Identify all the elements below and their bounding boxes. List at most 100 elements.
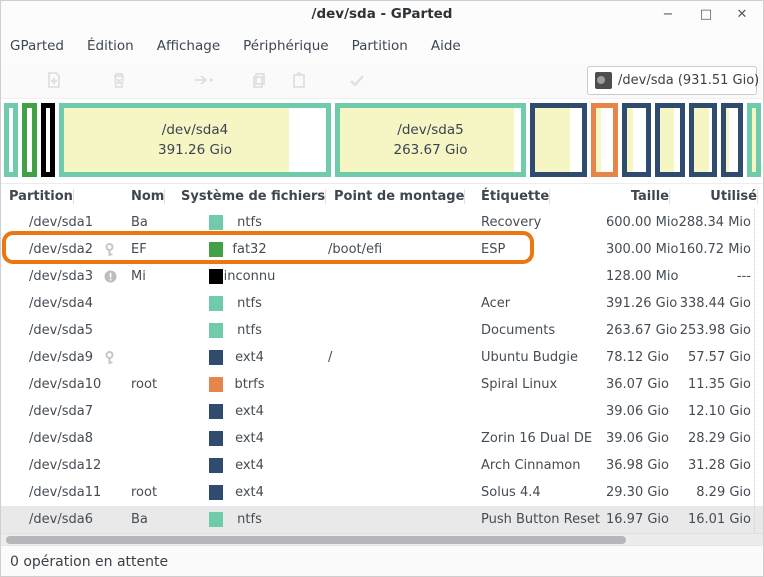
- menu-affichage[interactable]: Affichage: [156, 38, 221, 54]
- mount-point: /: [328, 350, 333, 365]
- table-row-sda10[interactable]: /dev/sda10 root btrfs Spiral Linux 36.07 Gio…: [1, 371, 763, 398]
- trash-delete-icon: [110, 71, 128, 93]
- maximize-button[interactable]: □: [699, 7, 713, 22]
- menu-partition[interactable]: Partition: [351, 38, 408, 54]
- filesystem-type: btrfs: [234, 377, 265, 392]
- partition-used: 8.29 Gio: [696, 485, 751, 500]
- diskmap-segment-sda7[interactable]: [622, 103, 651, 177]
- resize-move-button[interactable]: [191, 69, 217, 95]
- partition-path: /dev/sda8: [29, 431, 93, 446]
- horizontal-scrollbar[interactable]: [1, 533, 763, 545]
- partition-label: Recovery: [481, 215, 542, 230]
- filesystem-color-swatch: [209, 458, 223, 473]
- menu-peripherique[interactable]: Périphérique: [243, 38, 329, 54]
- disk-map: /dev/sda4 391.26 Gio/dev/sda5 263.67 Gio: [4, 103, 761, 177]
- mounted-key-icon: [104, 243, 115, 261]
- delete-partition-button[interactable]: [106, 69, 132, 95]
- document-new-icon: [45, 71, 63, 93]
- table-row-sda5[interactable]: /dev/sda5 ntfs Documents 263.67 Gio 253.98 G…: [1, 317, 763, 344]
- segment-used-fill: [340, 108, 514, 172]
- partition-size: 600.00 Mio: [606, 215, 679, 230]
- partition-size: 29.30 Gio: [606, 485, 669, 500]
- table-row-sda4[interactable]: /dev/sda4 ntfs Acer 391.26 Gio 338.44 Gio: [1, 290, 763, 317]
- diskmap-segment-sda10[interactable]: [591, 103, 618, 177]
- column-header-partition: Partition: [9, 189, 74, 204]
- menu-edition[interactable]: Édition: [87, 38, 134, 54]
- partition-size: 36.98 Gio: [606, 458, 669, 473]
- apply-operations-button[interactable]: [344, 69, 370, 95]
- table-row-sda11[interactable]: /dev/sda11 root ext4 Solus 4.4 29.30 Gio 8.29…: [1, 479, 763, 506]
- diskmap-segment-sda8[interactable]: [655, 103, 685, 177]
- disk-map-area: /dev/sda4 391.26 Gio/dev/sda5 263.67 Gio: [1, 99, 763, 183]
- partition-path: /dev/sda6: [29, 512, 93, 527]
- hard-disk-icon: [595, 72, 612, 89]
- table-row-sda8[interactable]: /dev/sda8 ext4 Zorin 16 Dual DE 39.06 Gio 28…: [1, 425, 763, 452]
- partition-size: 78.12 Gio: [606, 350, 669, 365]
- table-row-sda6[interactable]: /dev/sda6 Ba ntfs Push Button Reset 16.97 Gi…: [1, 506, 763, 533]
- table-row-sda1[interactable]: /dev/sda1 Ba ntfs Recovery 600.00 Mio 288.34 …: [1, 209, 763, 236]
- partition-label: Arch Cinnamon: [481, 458, 581, 473]
- partition-used: 160.72 Mio: [678, 242, 751, 257]
- filesystem-type: ntfs: [237, 215, 262, 230]
- new-partition-button[interactable]: [41, 69, 67, 95]
- partition-size: 39.06 Gio: [606, 431, 669, 446]
- partition-label: Spiral Linux: [481, 377, 558, 392]
- partition-size: 39.06 Gio: [606, 404, 669, 419]
- segment-used-fill: [627, 108, 633, 172]
- filesystem-color-swatch: [209, 350, 223, 365]
- segment-label: /dev/sda4 391.26 Gio: [158, 121, 232, 158]
- filesystem-type: ext4: [235, 350, 264, 365]
- partition-used: ---: [736, 269, 751, 284]
- filesystem-color-swatch: [209, 485, 223, 500]
- diskmap-segment-sda11[interactable]: [721, 103, 743, 177]
- partition-path: /dev/sda5: [29, 323, 93, 338]
- menu-aide[interactable]: Aide: [430, 38, 461, 54]
- diskmap-segment-sda3[interactable]: [41, 103, 55, 177]
- warning-icon: [104, 270, 117, 287]
- segment-used-fill: [535, 108, 570, 172]
- partition-path: /dev/sda11: [29, 485, 102, 500]
- table-row-sda3[interactable]: /dev/sda3 Mi inconnu 128.00 Mio ---: [1, 263, 763, 290]
- window-title: /dev/sda - GParted: [311, 6, 453, 22]
- partition-name: Ba: [131, 512, 148, 527]
- segment-used-fill: [694, 108, 710, 172]
- arrow-resize-icon: [193, 71, 215, 93]
- partition-path: /dev/sda2: [29, 242, 93, 257]
- paste-partition-button[interactable]: [286, 69, 312, 95]
- partition-label: Acer: [481, 296, 511, 311]
- table-row-sda12[interactable]: /dev/sda12 ext4 Arch Cinnamon 36.98 Gio 31.2…: [1, 452, 763, 479]
- partition-used: 31.28 Gio: [688, 458, 751, 473]
- device-selector[interactable]: /dev/sda (931.51 Gio) ▼: [587, 66, 760, 95]
- segment-used-fill: [596, 108, 602, 172]
- minimize-button[interactable]: −: [662, 7, 674, 22]
- partition-name: root: [131, 377, 158, 392]
- filesystem-type: ntfs: [237, 512, 262, 527]
- copy-partition-button[interactable]: [246, 69, 272, 95]
- partition-label: Zorin 16 Dual DE: [481, 431, 593, 446]
- partition-name: Mi: [131, 269, 146, 284]
- close-button[interactable]: ✕: [736, 7, 748, 22]
- partition-size: 36.07 Gio: [606, 377, 669, 392]
- statusbar: 0 opération en attente: [1, 545, 763, 576]
- partition-used: 57.57 Gio: [688, 350, 751, 365]
- table-row-sda2[interactable]: /dev/sda2 EF fat32/boot/efi ESP 300.00 Mio 16…: [1, 236, 763, 263]
- device-selector-value: /dev/sda (931.51 Gio): [618, 73, 760, 88]
- horizontal-scrollbar-thumb[interactable]: [6, 536, 626, 544]
- diskmap-segment-sda4[interactable]: /dev/sda4 391.26 Gio: [59, 103, 331, 177]
- diskmap-segment-sda2[interactable]: [22, 103, 37, 177]
- table-row-sda7[interactable]: /dev/sda7 ext4 39.06 Gio 12.10 Gio: [1, 398, 763, 425]
- diskmap-segment-sda12[interactable]: [689, 103, 717, 177]
- partition-label: Solus 4.4: [481, 485, 541, 500]
- table-row-sda9[interactable]: /dev/sda9 ext4 / Ubuntu Budgie 78.12 Gio 57.5…: [1, 344, 763, 371]
- partition-label: Documents: [481, 323, 556, 338]
- table-rows: /dev/sda1 Ba ntfs Recovery 600.00 Mio 288.34 …: [1, 209, 763, 533]
- filesystem-color-swatch: [209, 296, 223, 311]
- diskmap-segment-sda6[interactable]: [747, 103, 761, 177]
- table-header: Partition Nom Système de fichiers Point …: [1, 183, 763, 209]
- diskmap-segment-sda9[interactable]: [530, 103, 587, 177]
- diskmap-segment-sda5[interactable]: /dev/sda5 263.67 Gio: [335, 103, 526, 177]
- menu-gparted[interactable]: GParted: [10, 38, 64, 54]
- segment-used-fill: [660, 108, 675, 172]
- diskmap-segment-sda1[interactable]: [4, 103, 18, 177]
